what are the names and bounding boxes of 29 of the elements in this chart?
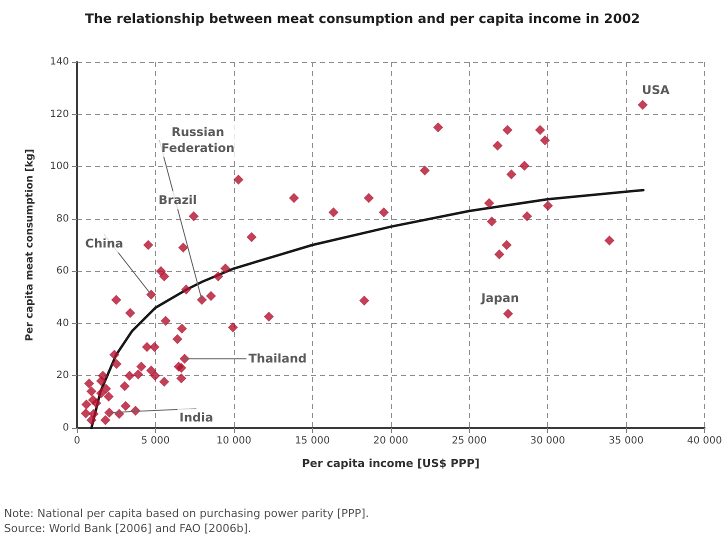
annotation: Brazil bbox=[158, 193, 197, 208]
y-tick-label: 140 bbox=[50, 56, 69, 68]
y-axis-title: Per capita meat consumption [kg] bbox=[24, 148, 36, 342]
y-tick-label: 80 bbox=[56, 213, 69, 224]
annotation: Russian Federation bbox=[161, 124, 234, 155]
x-axis-title: Per capita income [US$ PPP] bbox=[302, 457, 480, 470]
y-tick-label: 40 bbox=[56, 318, 69, 329]
x-tick-label: 35 000 bbox=[608, 436, 644, 446]
y-tick-label: 20 bbox=[56, 370, 69, 382]
annotation: India bbox=[179, 410, 214, 425]
x-tick-label: 5 000 bbox=[141, 436, 170, 446]
x-tick-label: 30 000 bbox=[530, 436, 566, 446]
annotation: Japan bbox=[480, 290, 519, 305]
x-tick-label: 0 bbox=[74, 436, 80, 446]
x-tick-label: 15 000 bbox=[294, 436, 330, 446]
annotation: China bbox=[85, 236, 124, 251]
y-tick-label: 0 bbox=[62, 422, 69, 434]
x-tick-label: 25 000 bbox=[452, 436, 487, 446]
y-tick-label: 100 bbox=[50, 161, 69, 172]
chart-title: The relationship between meat consumption and per capita income in 2002 bbox=[84, 12, 640, 27]
x-tick-label: 40 000 bbox=[687, 436, 722, 446]
x-tick-label: 10 000 bbox=[216, 436, 252, 446]
y-tick-label: 60 bbox=[56, 266, 69, 277]
annotation: USA bbox=[642, 82, 670, 97]
text: Note: National per capita based on purchasing power parity [PPP]. bbox=[4, 507, 369, 520]
source-note: Source: World Bank [2006] and FAO [2006b]. bbox=[4, 522, 252, 535]
x-tick-label: 20 000 bbox=[373, 436, 408, 446]
annotation: Thailand bbox=[248, 352, 307, 366]
y-tick-label: 120 bbox=[50, 108, 69, 120]
